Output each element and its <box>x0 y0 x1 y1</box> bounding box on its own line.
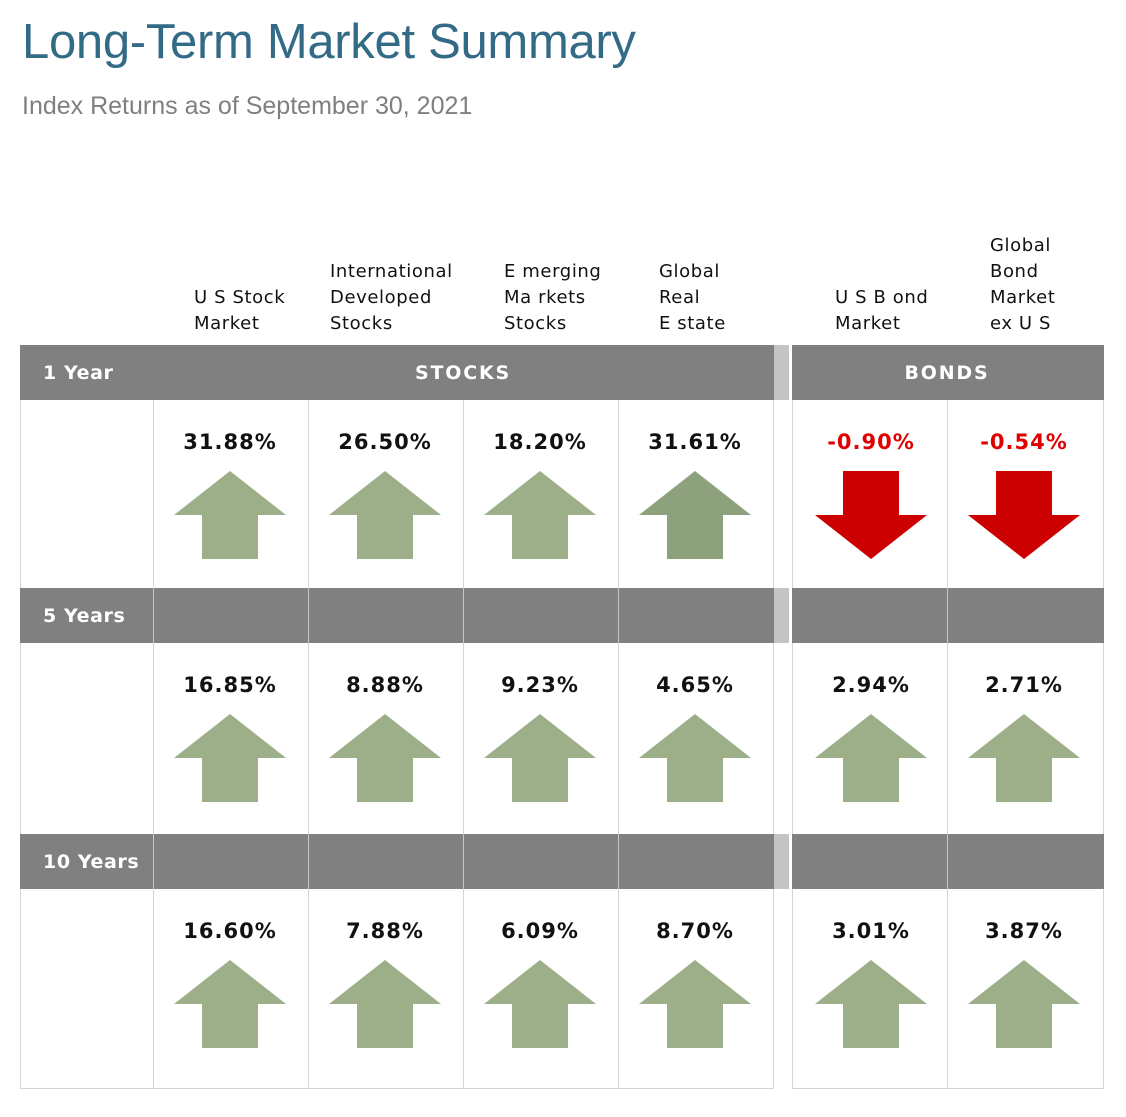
column-header: Global Bond Market ex U S <box>990 235 1056 334</box>
period-label: 5 Years <box>43 605 126 627</box>
arrow-up-icon <box>484 714 596 802</box>
band-grid-line <box>463 834 464 889</box>
return-value: 26.50% <box>338 430 432 454</box>
band-grid-line <box>463 588 464 643</box>
grid-line <box>947 400 948 1088</box>
return-value: 16.60% <box>183 919 277 943</box>
arrow-up-icon <box>174 714 286 802</box>
period-label: 10 Years <box>43 851 140 873</box>
table-border-left <box>20 345 21 1088</box>
group-label-bonds: BONDS <box>904 362 990 384</box>
arrow-up-icon <box>174 471 286 559</box>
column-header: E merging Ma rkets Stocks <box>504 261 602 334</box>
return-value: 16.85% <box>183 673 277 697</box>
grid-line <box>308 400 309 1088</box>
period-band <box>20 345 774 400</box>
return-value: 8.70% <box>656 919 734 943</box>
arrow-up-icon <box>815 960 927 1048</box>
arrow-up-icon <box>484 471 596 559</box>
return-value: 31.88% <box>183 430 277 454</box>
page-title: Long-Term Market Summary <box>22 15 636 69</box>
band-grid-line <box>308 588 309 643</box>
return-value: 7.88% <box>346 919 424 943</box>
group-label-stocks: STOCKS <box>415 362 511 384</box>
column-header: U S Stock Market <box>194 287 286 334</box>
arrow-up-icon <box>174 960 286 1048</box>
arrow-up-icon <box>329 714 441 802</box>
group-separator <box>774 345 789 1088</box>
period-label: 1 Year <box>43 362 114 384</box>
return-value: 18.20% <box>493 430 587 454</box>
return-value: 9.23% <box>501 673 579 697</box>
period-band <box>20 834 774 889</box>
table-border-right <box>1103 345 1104 1088</box>
arrow-down-icon <box>815 471 927 559</box>
arrow-up-icon <box>484 960 596 1048</box>
grid-line <box>153 400 154 1088</box>
group-separator-band <box>774 588 789 643</box>
page-subtitle: Index Returns as of September 30, 2021 <box>22 92 473 120</box>
grid-line <box>618 400 619 1088</box>
band-grid-line <box>947 588 948 643</box>
band-grid-line <box>618 588 619 643</box>
return-value: 2.71% <box>985 673 1063 697</box>
arrow-down-icon <box>968 471 1080 559</box>
band-grid-line <box>153 588 154 643</box>
table-border-bonds-left <box>792 345 793 1088</box>
arrow-up-icon <box>639 471 751 559</box>
period-band <box>792 834 1104 889</box>
arrow-up-icon <box>329 960 441 1048</box>
arrow-up-icon <box>639 714 751 802</box>
return-value: 3.01% <box>832 919 910 943</box>
group-separator-band <box>774 834 789 889</box>
table-border-bottom <box>20 1088 774 1089</box>
arrow-up-icon <box>968 960 1080 1048</box>
band-grid-line <box>618 834 619 889</box>
return-value: 3.87% <box>985 919 1063 943</box>
return-value: -0.54% <box>980 430 1068 454</box>
grid-line <box>463 400 464 1088</box>
group-separator-band <box>774 345 789 400</box>
arrow-up-icon <box>639 960 751 1048</box>
return-value: 31.61% <box>648 430 742 454</box>
column-header: U S B ond Market <box>835 287 929 334</box>
band-grid-line <box>153 834 154 889</box>
arrow-up-icon <box>815 714 927 802</box>
table-border-bottom <box>792 1088 1104 1089</box>
period-band <box>20 588 774 643</box>
return-value: -0.90% <box>827 430 915 454</box>
period-band <box>792 588 1104 643</box>
column-header: Global Real E state <box>659 261 726 334</box>
return-value: 8.88% <box>346 673 424 697</box>
band-grid-line <box>947 834 948 889</box>
period-band <box>792 345 1104 400</box>
band-grid-line <box>308 834 309 889</box>
table-border-stocks-right <box>773 345 774 1088</box>
return-value: 4.65% <box>656 673 734 697</box>
arrow-up-icon <box>968 714 1080 802</box>
return-value: 6.09% <box>501 919 579 943</box>
column-header: International Developed Stocks <box>330 261 453 334</box>
return-value: 2.94% <box>832 673 910 697</box>
arrow-up-icon <box>329 471 441 559</box>
